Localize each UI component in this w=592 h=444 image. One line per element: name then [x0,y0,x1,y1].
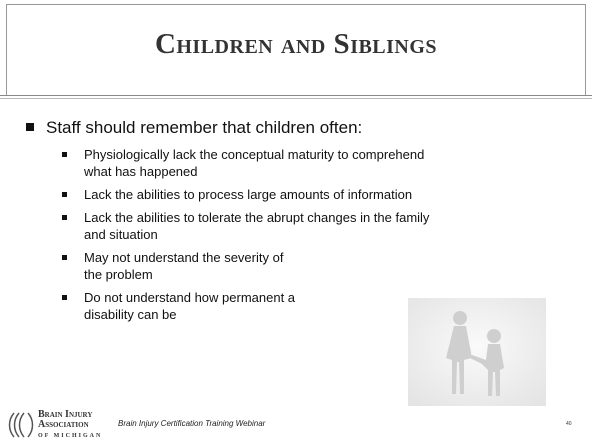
bullet-text: Staff should remember that children ofte… [46,118,362,137]
slide-title: Children and Siblings [0,28,592,61]
bullet-marker [62,255,67,260]
footer: Brain Injury Certification Training Webi… [118,419,265,428]
sub-bullet-text: Lack the abilities to tolerate the abrup… [84,209,562,226]
bullet-marker [62,152,67,157]
page-number: 40 [566,421,572,427]
sub-bullet-text: Lack the abilities to process large amou… [84,186,562,203]
bullet: Staff should remember that children ofte… [26,118,362,138]
sub-bullet-text: the problem [84,266,562,283]
slide: Children and Siblings Staff should remem… [0,0,592,444]
bullet-marker [62,215,67,220]
sub-bullet: Lack the abilities to process large amou… [62,186,562,203]
logo-line: Association [38,420,89,430]
logo-icon [8,410,36,440]
logo-line: of Michigan [38,431,102,441]
sub-bullet-text: Physiologically lack the conceptual matu… [84,146,562,163]
sub-bullet-text: what has happened [84,163,562,180]
bullet-marker [62,295,67,300]
sub-bullet-text: and situation [84,226,562,243]
divider [0,98,592,99]
divider [0,95,592,96]
page: Children and Siblings Staff should remem… [0,0,592,444]
sub-bullet: Physiologically lack the conceptual matu… [62,146,562,180]
sub-bullet: Lack the abilities to tolerate the abrup… [62,209,562,243]
bullet-marker [62,192,67,197]
logo: Brain Injury Association of Michigan [8,410,108,440]
sub-bullet-text: May not understand the severity of [84,249,562,266]
children-photo [408,298,546,406]
